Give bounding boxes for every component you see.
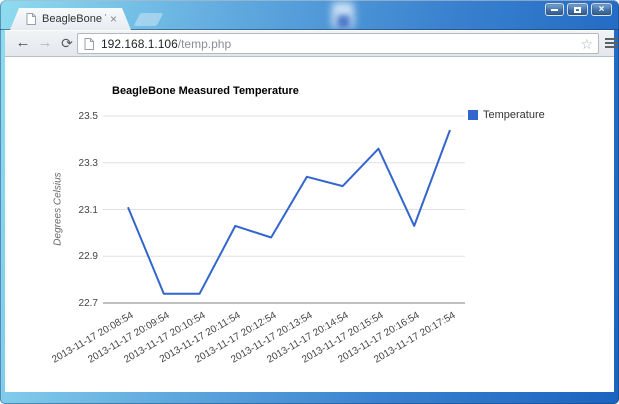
close-icon: × [598,3,605,15]
close-window-button[interactable]: × [591,3,612,16]
glass-blur-artifact-blue [337,15,350,28]
page-favicon-icon [26,13,36,25]
minimize-icon [551,8,558,11]
url-text: 192.168.1.106/temp.php [101,37,231,51]
temperature-line-chart [103,115,465,304]
legend-label: Temperature [483,109,545,121]
back-button[interactable]: ← [15,34,31,51]
address-bar[interactable]: 192.168.1.106/temp.php ☆ [77,33,599,54]
maximize-button[interactable] [567,3,588,16]
page-icon [84,37,94,50]
new-tab-button[interactable] [133,13,164,26]
y-tick-label: 23.3 [78,157,98,169]
y-tick-label: 23.5 [78,111,98,122]
window-controls: × [545,3,612,16]
bookmark-star-icon[interactable]: ☆ [580,36,593,52]
minimize-button[interactable] [545,3,564,16]
hamburger-icon [605,38,618,40]
tabstrip-divider [0,29,619,30]
legend-swatch [468,110,478,120]
temperature-series-line [127,129,451,295]
chart-legend: Temperature [468,109,545,121]
tab-close-icon[interactable]: × [109,12,117,26]
url-host: 192.168.1.106 [101,36,178,51]
y-tick-label: 23.1 [78,204,98,216]
browser-toolbar: ← → ⟳ 192.168.1.106/temp.php ☆ [5,30,618,57]
chrome-menu-button[interactable] [605,38,618,49]
forward-button[interactable]: → [37,34,53,51]
chart-title: BeagleBone Measured Temperature [112,85,299,97]
y-tick-label: 22.9 [78,251,98,263]
reload-button[interactable]: ⟳ [61,35,73,51]
tab-beaglebone-temperature[interactable]: BeagleBone Temperature × [10,8,131,30]
maximize-icon [574,6,581,13]
page-content: BeagleBone Measured Temperature Degrees … [5,57,614,392]
tab-title: BeagleBone Temperature [42,13,102,25]
url-path: /temp.php [177,36,232,51]
y-tick-label: 22.7 [78,298,98,309]
